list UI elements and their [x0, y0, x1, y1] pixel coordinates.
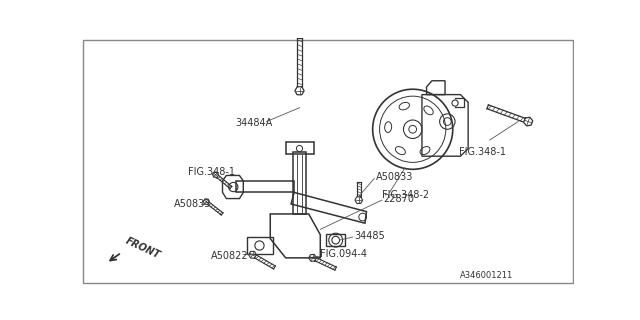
Text: A50833: A50833 — [174, 199, 211, 209]
Text: FIG.348-1: FIG.348-1 — [459, 147, 506, 157]
Text: A346001211: A346001211 — [460, 271, 513, 280]
Bar — [326, 234, 345, 246]
Text: FIG.094-4: FIG.094-4 — [320, 249, 367, 259]
Text: FIG.348-1: FIG.348-1 — [188, 167, 235, 177]
Text: A50833: A50833 — [376, 172, 413, 182]
Text: 22870: 22870 — [383, 194, 415, 204]
Text: FRONT: FRONT — [124, 236, 162, 260]
Text: 34484A: 34484A — [236, 118, 273, 128]
Text: FIG.348-2: FIG.348-2 — [382, 190, 429, 200]
Text: 34485: 34485 — [354, 230, 385, 241]
Text: A50822: A50822 — [211, 251, 248, 260]
